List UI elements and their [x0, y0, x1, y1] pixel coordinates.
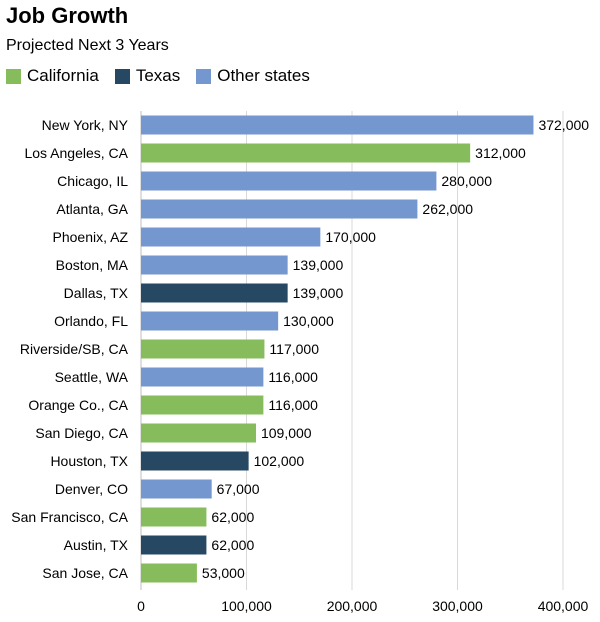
legend-item-texas: Texas: [114, 66, 181, 86]
legend: California Texas Other states: [6, 66, 326, 86]
chart-subtitle: Projected Next 3 Years: [6, 37, 169, 54]
data-label: 116,000: [268, 369, 318, 385]
chart-title: Job Growth: [6, 3, 129, 28]
bar: [141, 199, 418, 219]
data-label: 62,000: [211, 537, 254, 553]
bar: [141, 535, 207, 555]
data-label: 130,000: [283, 313, 334, 329]
bar: [141, 171, 437, 191]
bar: [141, 227, 321, 247]
legend-label-texas: Texas: [135, 66, 181, 85]
data-label: 109,000: [261, 425, 312, 441]
data-label: 139,000: [293, 257, 344, 273]
data-label: 116,000: [268, 397, 318, 413]
category-label: San Jose, CA: [42, 565, 128, 581]
bar: [141, 451, 249, 471]
data-label: 67,000: [217, 481, 260, 497]
category-label: Boston, MA: [56, 257, 129, 273]
category-label: Orlando, FL: [54, 313, 128, 329]
x-tick-label: 200,000: [327, 598, 378, 614]
category-label: Dallas, TX: [64, 285, 129, 301]
x-tick-label: 300,000: [432, 598, 483, 614]
data-label: 139,000: [293, 285, 344, 301]
data-label: 117,000: [269, 341, 319, 357]
data-label: 262,000: [422, 201, 473, 217]
data-label: 280,000: [441, 173, 492, 189]
legend-label-california: California: [27, 66, 99, 85]
x-tick-label: 0: [137, 598, 145, 614]
data-label: 102,000: [254, 453, 305, 469]
bar: [141, 507, 207, 527]
bar: [141, 479, 212, 499]
bar: [141, 395, 264, 415]
data-label: 62,000: [211, 509, 254, 525]
data-label: 372,000: [538, 117, 589, 133]
legend-label-other-states: Other states: [217, 66, 310, 85]
bar: [141, 423, 256, 443]
legend-swatch-california: [6, 68, 21, 84]
legend-swatch-other-states: [196, 68, 212, 84]
bar: [141, 367, 264, 387]
category-label: Phoenix, AZ: [53, 229, 129, 245]
bar: [141, 143, 471, 163]
data-label: 312,000: [475, 145, 526, 161]
category-label: Riverside/SB, CA: [20, 341, 129, 357]
category-label: Houston, TX: [50, 453, 128, 469]
legend-item-other-states: Other states: [196, 66, 310, 86]
bar: [141, 283, 288, 303]
category-label: Seattle, WA: [55, 369, 129, 385]
category-label: Austin, TX: [64, 537, 129, 553]
category-label: San Francisco, CA: [11, 509, 128, 525]
data-label: 53,000: [202, 565, 245, 581]
category-label: New York, NY: [42, 117, 129, 133]
x-tick-label: 400,000: [538, 598, 589, 614]
bar: [141, 255, 288, 275]
bar: [141, 563, 197, 583]
bar: [141, 311, 279, 331]
x-tick-label: 100,000: [221, 598, 272, 614]
category-label: Atlanta, GA: [56, 201, 128, 217]
legend-item-california: California: [6, 66, 99, 86]
category-label: Denver, CO: [55, 481, 128, 497]
category-label: Orange Co., CA: [28, 397, 128, 413]
category-label: San Diego, CA: [35, 425, 128, 441]
data-label: 170,000: [325, 229, 376, 245]
bar: [141, 339, 265, 359]
category-label: Los Angeles, CA: [24, 145, 128, 161]
bar: [141, 115, 534, 135]
legend-swatch-texas: [114, 68, 130, 84]
category-label: Chicago, IL: [57, 173, 128, 189]
